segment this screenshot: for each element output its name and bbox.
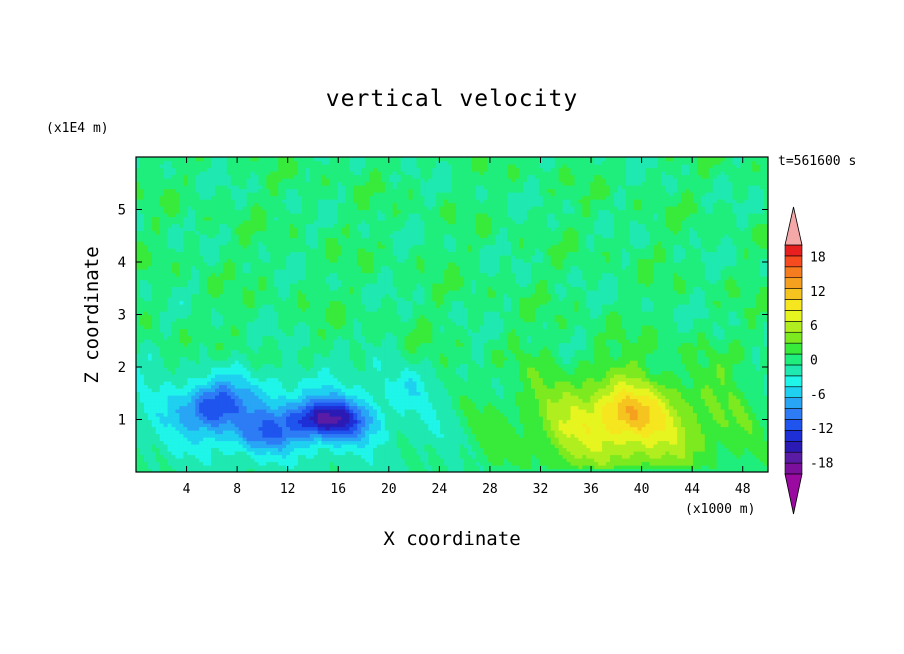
chart-title: vertical velocity: [325, 86, 579, 112]
y-tick-label: 3: [118, 308, 126, 324]
colorbar-swatch: [784, 288, 803, 300]
colorbar-tick-label: 0: [810, 354, 818, 369]
x-tick-label: 12: [280, 482, 296, 497]
colorbar-tick-label: -18: [810, 457, 833, 472]
colorbar-swatch: [784, 266, 803, 279]
colorbar-swatch: [784, 310, 803, 322]
x-tick-label: 40: [634, 482, 650, 497]
colorbar-swatch: [784, 430, 803, 442]
y-tick-label: 4: [118, 255, 126, 271]
y-tick-label: 1: [118, 413, 126, 429]
colorbar-swatch: [784, 462, 803, 475]
colorbar-swatch: [784, 244, 803, 257]
colorbar-swatch: [784, 375, 803, 388]
colorbar-tick-label: -6: [810, 388, 826, 403]
colorbar-swatch: [784, 364, 803, 377]
colorbar-tick-label: 12: [810, 285, 826, 300]
x-tick-label: 24: [432, 482, 448, 497]
x-tick-label: 4: [183, 482, 191, 497]
x-tick-label: 32: [533, 482, 549, 497]
colorbar: 18 12 6 0 -6 -12 -18: [784, 206, 833, 515]
colorbar-swatch: [784, 353, 803, 366]
colorbar-swatch: [784, 440, 803, 453]
colorbar-swatch: [784, 277, 803, 289]
colorbar-swatch: [784, 255, 803, 268]
colorbar-swatch: [784, 408, 803, 420]
x-tick-label: 36: [583, 482, 599, 497]
x-axis-unit: (x1000 m): [685, 502, 756, 517]
y-tick-label: 5: [118, 203, 126, 219]
colorbar-swatch: [784, 419, 803, 431]
colorbar-extend-low: [784, 473, 803, 515]
colorbar-extend-high: [784, 206, 803, 246]
colorbar-swatch: [784, 397, 803, 409]
colorbar-swatch: [784, 299, 803, 311]
colorbar-swatch: [784, 451, 803, 464]
colorbar-swatch: [784, 342, 803, 355]
y-axis-unit: (x1E4 m): [46, 121, 109, 136]
x-tick-label: 48: [735, 482, 751, 497]
x-tick-label: 16: [330, 482, 346, 497]
colorbar-swatch: [784, 321, 803, 333]
contour-field: [136, 157, 768, 472]
colorbar-tick-label: -12: [810, 422, 833, 437]
colorbar-swatch: [784, 331, 803, 344]
x-tick-label: 20: [381, 482, 397, 497]
x-axis-label: X coordinate: [383, 528, 521, 550]
x-tick-label: 28: [482, 482, 498, 497]
x-tick-label: 44: [684, 482, 700, 497]
colorbar-tick-label: 6: [810, 319, 818, 334]
time-label: t=561600 s: [778, 154, 857, 169]
y-tick-label: 2: [118, 360, 126, 376]
colorbar-swatch: [784, 386, 803, 398]
colorbar-tick-label: 18: [810, 250, 826, 265]
x-tick-label: 8: [233, 482, 241, 497]
